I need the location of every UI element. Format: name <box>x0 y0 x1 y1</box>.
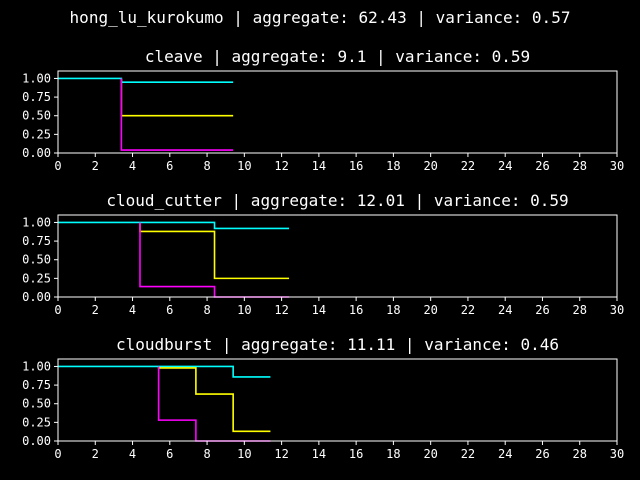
y-tick-label: 1.00 <box>22 71 51 85</box>
x-tick-label: 2 <box>92 303 99 317</box>
y-tick-label: 1.00 <box>22 215 51 229</box>
x-tick-label: 4 <box>129 447 136 461</box>
x-tick-label: 0 <box>54 303 61 317</box>
y-tick-label: 0.25 <box>22 271 51 285</box>
x-tick-label: 20 <box>423 447 437 461</box>
x-tick-label: 4 <box>129 159 136 173</box>
x-tick-label: 10 <box>237 159 251 173</box>
x-tick-label: 14 <box>312 303 326 317</box>
x-tick-label: 28 <box>573 159 587 173</box>
x-tick-label: 16 <box>349 447 363 461</box>
x-tick-label: 10 <box>237 447 251 461</box>
x-tick-label: 10 <box>237 303 251 317</box>
x-tick-label: 30 <box>610 159 624 173</box>
series-line-1 <box>58 365 271 378</box>
y-tick-label: 0.75 <box>22 234 51 248</box>
x-tick-label: 18 <box>386 447 400 461</box>
x-tick-label: 2 <box>92 159 99 173</box>
x-tick-label: 2 <box>92 447 99 461</box>
x-tick-label: 16 <box>349 159 363 173</box>
x-tick-label: 12 <box>274 303 288 317</box>
series-line-2 <box>139 222 290 280</box>
x-tick-label: 4 <box>129 303 136 317</box>
x-tick-label: 20 <box>423 303 437 317</box>
x-tick-label: 0 <box>54 447 61 461</box>
series-line-2 <box>120 78 234 117</box>
subplot-title: cloudburst | aggregate: 11.11 | variance… <box>116 335 559 354</box>
y-tick-label: 0.25 <box>22 415 51 429</box>
x-tick-label: 12 <box>274 159 288 173</box>
subplot-3: cloudburst | aggregate: 11.11 | variance… <box>22 335 624 461</box>
subplot-title: cleave | aggregate: 9.1 | variance: 0.59 <box>145 47 530 66</box>
x-tick-label: 0 <box>54 159 61 173</box>
y-tick-label: 0.00 <box>22 434 51 448</box>
series-line-1 <box>58 77 234 83</box>
y-tick-label: 0.75 <box>22 378 51 392</box>
y-tick-label: 0.00 <box>22 290 51 304</box>
x-tick-label: 8 <box>203 447 210 461</box>
x-tick-label: 6 <box>166 447 173 461</box>
x-tick-label: 30 <box>610 303 624 317</box>
x-tick-label: 28 <box>573 447 587 461</box>
x-tick-label: 24 <box>498 159 512 173</box>
x-tick-label: 18 <box>386 303 400 317</box>
x-tick-label: 6 <box>166 159 173 173</box>
x-tick-label: 20 <box>423 159 437 173</box>
series-line-1 <box>58 221 290 230</box>
axes-frame <box>57 214 618 298</box>
x-tick-label: 22 <box>461 159 475 173</box>
y-tick-label: 0.75 <box>22 90 51 104</box>
x-tick-label: 22 <box>461 303 475 317</box>
series-line-3 <box>120 78 234 151</box>
x-tick-label: 26 <box>535 159 549 173</box>
y-tick-label: 0.50 <box>22 109 51 123</box>
x-tick-label: 14 <box>312 159 326 173</box>
subplots: cleave | aggregate: 9.1 | variance: 0.59… <box>22 47 624 461</box>
axes-frame <box>57 358 618 442</box>
y-tick-label: 0.50 <box>22 253 51 267</box>
x-tick-label: 16 <box>349 303 363 317</box>
x-tick-label: 8 <box>203 159 210 173</box>
y-tick-label: 1.00 <box>22 359 51 373</box>
y-tick-label: 0.50 <box>22 397 51 411</box>
axes-frame <box>57 70 618 154</box>
x-tick-label: 28 <box>573 303 587 317</box>
x-tick-label: 24 <box>498 303 512 317</box>
x-tick-label: 12 <box>274 447 288 461</box>
x-tick-label: 26 <box>535 447 549 461</box>
x-tick-label: 6 <box>166 303 173 317</box>
y-tick-label: 0.00 <box>22 146 51 160</box>
x-tick-label: 26 <box>535 303 549 317</box>
y-tick-label: 0.25 <box>22 127 51 141</box>
figure-title: hong_lu_kurokumo | aggregate: 62.43 | va… <box>70 8 571 27</box>
subplot-title: cloud_cutter | aggregate: 12.01 | varian… <box>106 191 568 210</box>
x-tick-label: 18 <box>386 159 400 173</box>
x-tick-label: 30 <box>610 447 624 461</box>
x-tick-label: 22 <box>461 447 475 461</box>
subplot-1: cleave | aggregate: 9.1 | variance: 0.59… <box>22 47 624 173</box>
x-tick-label: 24 <box>498 447 512 461</box>
x-tick-label: 14 <box>312 447 326 461</box>
x-tick-label: 8 <box>203 303 210 317</box>
subplot-2: cloud_cutter | aggregate: 12.01 | varian… <box>22 191 624 317</box>
